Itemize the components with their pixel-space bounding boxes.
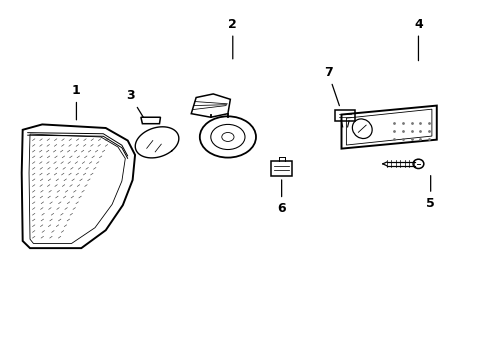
- Text: 6: 6: [277, 180, 286, 215]
- Text: 1: 1: [72, 84, 81, 120]
- Text: 5: 5: [426, 176, 435, 210]
- Text: 2: 2: [228, 18, 237, 59]
- Text: 4: 4: [414, 18, 423, 61]
- Text: 3: 3: [126, 89, 144, 117]
- Text: 7: 7: [324, 66, 340, 105]
